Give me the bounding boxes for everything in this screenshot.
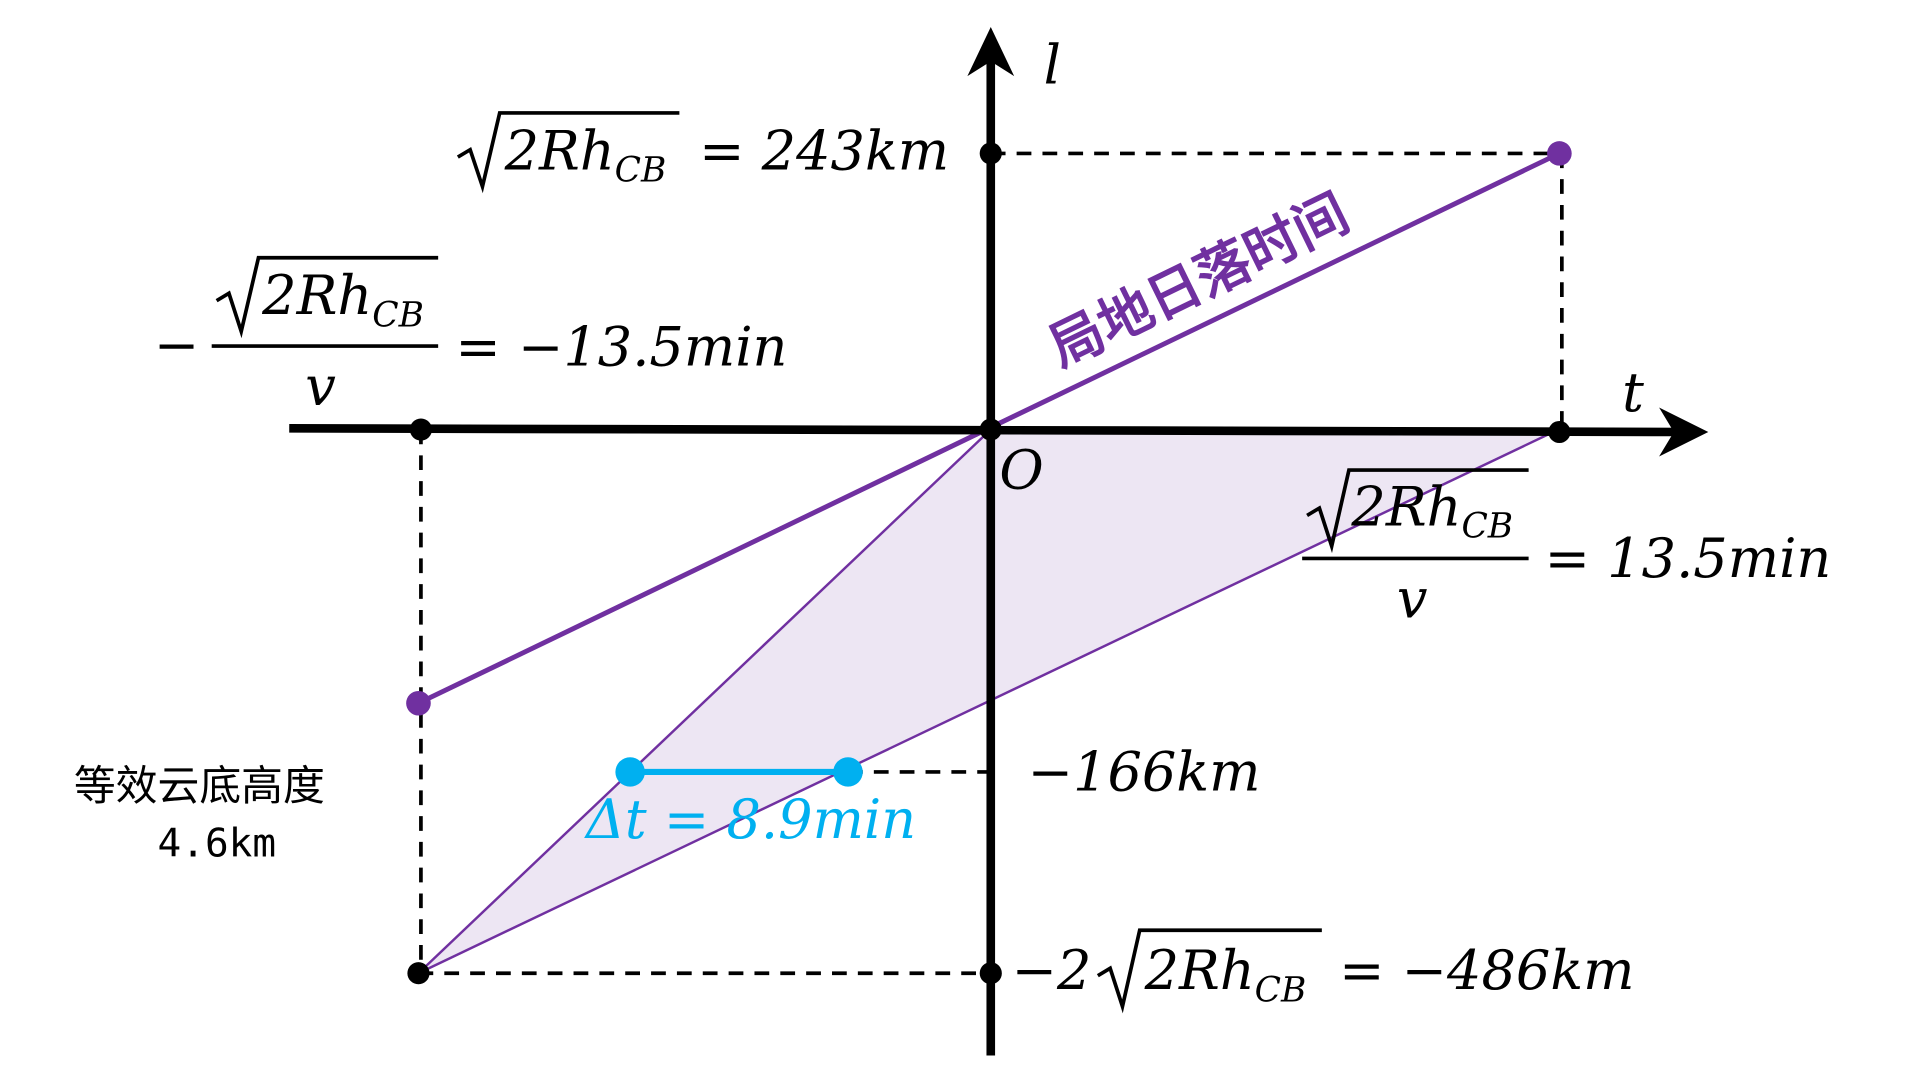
mid-value-label: −166km	[1028, 740, 1261, 803]
delta-t-start-point	[615, 757, 645, 787]
l-axis-label: l	[1044, 34, 1061, 97]
svg-text:= −13.5min: = −13.5min	[455, 316, 787, 379]
l-axis-arrow-icon	[967, 27, 1015, 77]
point-left-t	[409, 418, 432, 441]
svg-text:2RhCB: 2RhCB	[1350, 475, 1513, 546]
point-purple-top	[1547, 141, 1572, 166]
svg-text:2RhCB: 2RhCB	[1144, 939, 1307, 1010]
boundary-line-shallow	[417, 430, 1554, 975]
boundary-line-steep	[417, 428, 992, 975]
t-axis-label: t	[1622, 361, 1644, 424]
right-time-label: 2RhCB v = 13.5min	[1302, 468, 1832, 630]
svg-text:2RhCB: 2RhCB	[504, 119, 667, 190]
svg-text:= 13.5min: = 13.5min	[1545, 527, 1832, 590]
cloud-base-value: 4.6km	[158, 822, 277, 867]
cloud-base-label: 等效云底高度	[74, 761, 325, 810]
left-time-label: − 2RhCB v = −13.5min	[154, 255, 787, 418]
t-axis-arrow-icon	[1659, 407, 1709, 457]
svg-text:−: −	[154, 313, 199, 376]
svg-text:v: v	[1397, 567, 1428, 630]
svg-text:v: v	[305, 355, 336, 418]
point-purple-left	[406, 690, 431, 716]
point-bottom-l	[979, 962, 1002, 985]
svg-text:= −486km: = −486km	[1339, 939, 1634, 1002]
point-right-t	[1548, 420, 1571, 444]
sunset-line-label: 局地日落时间	[1039, 181, 1359, 380]
bottom-label: −2 2RhCB = −486km	[1012, 928, 1634, 1014]
svg-text:= 243km: = 243km	[699, 119, 949, 182]
point-top-l	[979, 142, 1002, 165]
origin-label: O	[999, 439, 1043, 502]
svg-text:2RhCB: 2RhCB	[261, 264, 424, 335]
top-label: 2RhCB = 243km	[456, 111, 949, 194]
point-bottom-left	[407, 962, 430, 985]
delta-t-end-point	[833, 757, 863, 787]
delta-t-label: Δt = 8.9min	[584, 788, 916, 851]
point-origin	[979, 418, 1002, 441]
svg-text:−2: −2	[1012, 939, 1092, 1002]
